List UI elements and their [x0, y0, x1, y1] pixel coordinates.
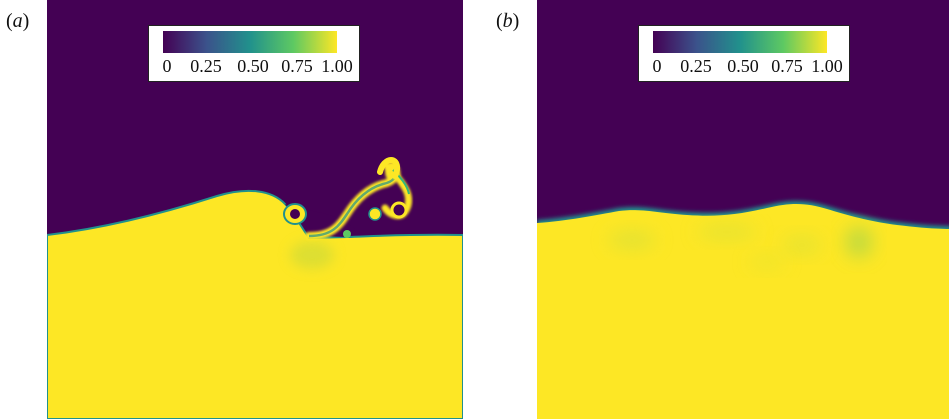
colorbar-ticks: 0 0.25 0.50 0.75 1.00: [149, 56, 359, 78]
panel-a-colorbar: 0 0.25 0.50 0.75 1.00: [148, 25, 360, 82]
colorbar-tick: 0.25: [680, 56, 712, 76]
colorbar-tick: 1.00: [321, 56, 353, 76]
panel-a-label: (a): [6, 10, 30, 32]
colorbar-tick: 0: [652, 56, 662, 76]
colorbar-tick: 0.25: [190, 56, 222, 76]
panel-b-colorbar: 0 0.25 0.50 0.75 1.00: [638, 25, 850, 82]
colorbar-tick: 0.50: [727, 56, 759, 76]
colorbar-tick: 0.50: [237, 56, 269, 76]
colorbar-tick: 0.75: [771, 56, 803, 76]
colorbar-ticks: 0 0.25 0.50 0.75 1.00: [639, 56, 849, 78]
colorbar-tick: 1.00: [811, 56, 843, 76]
colorbar-tick: 0.75: [281, 56, 313, 76]
colorbar-tick: 0: [162, 56, 172, 76]
panel-a: 0 0.25 0.50 0.75 1.00: [47, 0, 463, 419]
colorbar-gradient: [163, 31, 337, 53]
panel-b: 0 0.25 0.50 0.75 1.00: [537, 0, 949, 419]
colorbar-gradient: [653, 31, 827, 53]
panel-b-label: (b): [496, 10, 520, 32]
